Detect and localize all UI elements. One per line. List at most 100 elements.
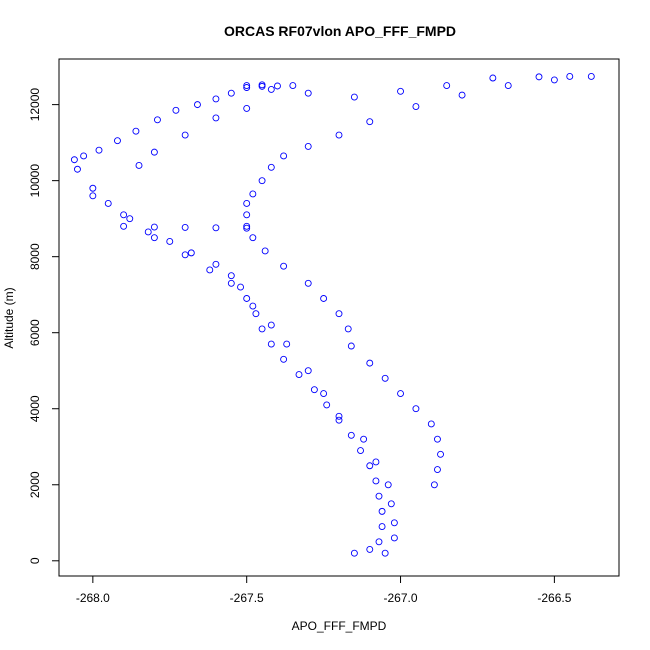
- data-point: [249, 234, 257, 242]
- x-axis-label: APO_FFF_FMPD: [292, 619, 387, 633]
- data-point: [252, 310, 260, 318]
- data-point: [243, 295, 251, 302]
- data-point: [323, 401, 331, 409]
- data-point: [384, 481, 392, 489]
- data-point: [587, 73, 595, 80]
- y-tick-label: 8000: [28, 243, 42, 270]
- data-point: [335, 416, 343, 424]
- data-point: [237, 283, 244, 291]
- y-axis-ticks: 0 2000 4000 6000 8000 10000 12000: [28, 88, 59, 564]
- data-point: [150, 223, 158, 231]
- data-point: [390, 519, 398, 527]
- y-axis-label: Altitude (m): [2, 287, 16, 348]
- data-point: [412, 405, 420, 413]
- plot-frame: [58, 58, 620, 577]
- data-point: [366, 118, 374, 126]
- data-points: [70, 73, 595, 557]
- x-axis-ticks: -268.0 -267.5 -267.0 -266.5: [76, 576, 572, 605]
- data-point: [206, 266, 214, 274]
- data-point: [243, 222, 251, 230]
- data-point: [212, 260, 220, 268]
- data-point: [378, 507, 386, 515]
- data-point: [304, 367, 312, 375]
- data-point: [304, 89, 312, 97]
- data-point: [347, 431, 355, 439]
- data-point: [181, 251, 189, 259]
- data-point: [458, 91, 466, 99]
- y-tick-label: 10000: [28, 164, 42, 198]
- data-point: [181, 131, 189, 139]
- data-point: [95, 146, 103, 154]
- data-point: [550, 76, 558, 84]
- data-point: [70, 156, 78, 164]
- data-point: [335, 412, 343, 420]
- data-point: [320, 390, 328, 397]
- data-point: [258, 81, 266, 89]
- data-point: [366, 545, 374, 553]
- x-tick-label: -268.0: [76, 591, 110, 605]
- data-point: [227, 279, 235, 287]
- data-point: [344, 325, 352, 333]
- data-point: [194, 101, 201, 109]
- data-point: [372, 477, 380, 485]
- data-point: [243, 224, 251, 232]
- data-point: [274, 82, 281, 90]
- data-point: [434, 435, 441, 443]
- data-point: [249, 302, 257, 310]
- data-point: [243, 211, 251, 219]
- data-point: [280, 152, 288, 160]
- data-point: [132, 127, 140, 135]
- data-point: [397, 87, 404, 95]
- data-point: [267, 163, 275, 171]
- data-point: [135, 161, 143, 169]
- y-tick-label: 4000: [28, 395, 42, 422]
- data-point: [566, 73, 574, 80]
- data-point: [366, 359, 374, 367]
- data-point: [172, 106, 180, 114]
- data-point: [381, 374, 389, 382]
- data-point: [166, 238, 174, 245]
- data-point: [295, 371, 303, 378]
- x-tick-label: -267.5: [230, 591, 264, 605]
- data-point: [375, 538, 383, 546]
- data-point: [310, 386, 318, 394]
- data-point: [335, 131, 343, 139]
- data-point: [434, 466, 441, 474]
- data-point: [150, 148, 158, 156]
- data-point: [443, 82, 451, 90]
- data-point: [74, 165, 81, 173]
- data-point: [437, 450, 444, 458]
- data-point: [267, 85, 275, 93]
- chart-title: ORCAS RF07vlon APO_FFF_FMPD: [224, 23, 456, 39]
- data-point: [350, 93, 358, 101]
- data-point: [89, 184, 97, 192]
- data-point: [427, 420, 435, 428]
- data-point: [212, 224, 220, 232]
- data-point: [104, 200, 112, 207]
- data-point: [89, 192, 97, 200]
- data-point: [378, 523, 386, 531]
- x-tick-label: -267.0: [384, 591, 418, 605]
- data-point: [120, 222, 128, 230]
- data-point: [243, 84, 251, 91]
- data-point: [430, 481, 438, 489]
- data-point: [258, 325, 266, 333]
- data-point: [150, 234, 158, 242]
- data-point: [187, 249, 195, 257]
- data-point: [360, 435, 368, 443]
- data-point: [212, 114, 220, 122]
- data-point: [280, 355, 288, 363]
- data-point: [372, 458, 380, 466]
- data-point: [144, 228, 152, 236]
- data-point: [243, 104, 251, 112]
- data-point: [80, 152, 88, 160]
- data-point: [489, 74, 497, 82]
- data-point: [504, 82, 512, 90]
- data-point: [212, 95, 220, 103]
- data-point: [397, 390, 404, 397]
- data-point: [350, 549, 358, 557]
- x-tick-label: -266.5: [537, 591, 571, 605]
- data-point: [243, 82, 251, 90]
- data-point: [120, 211, 128, 219]
